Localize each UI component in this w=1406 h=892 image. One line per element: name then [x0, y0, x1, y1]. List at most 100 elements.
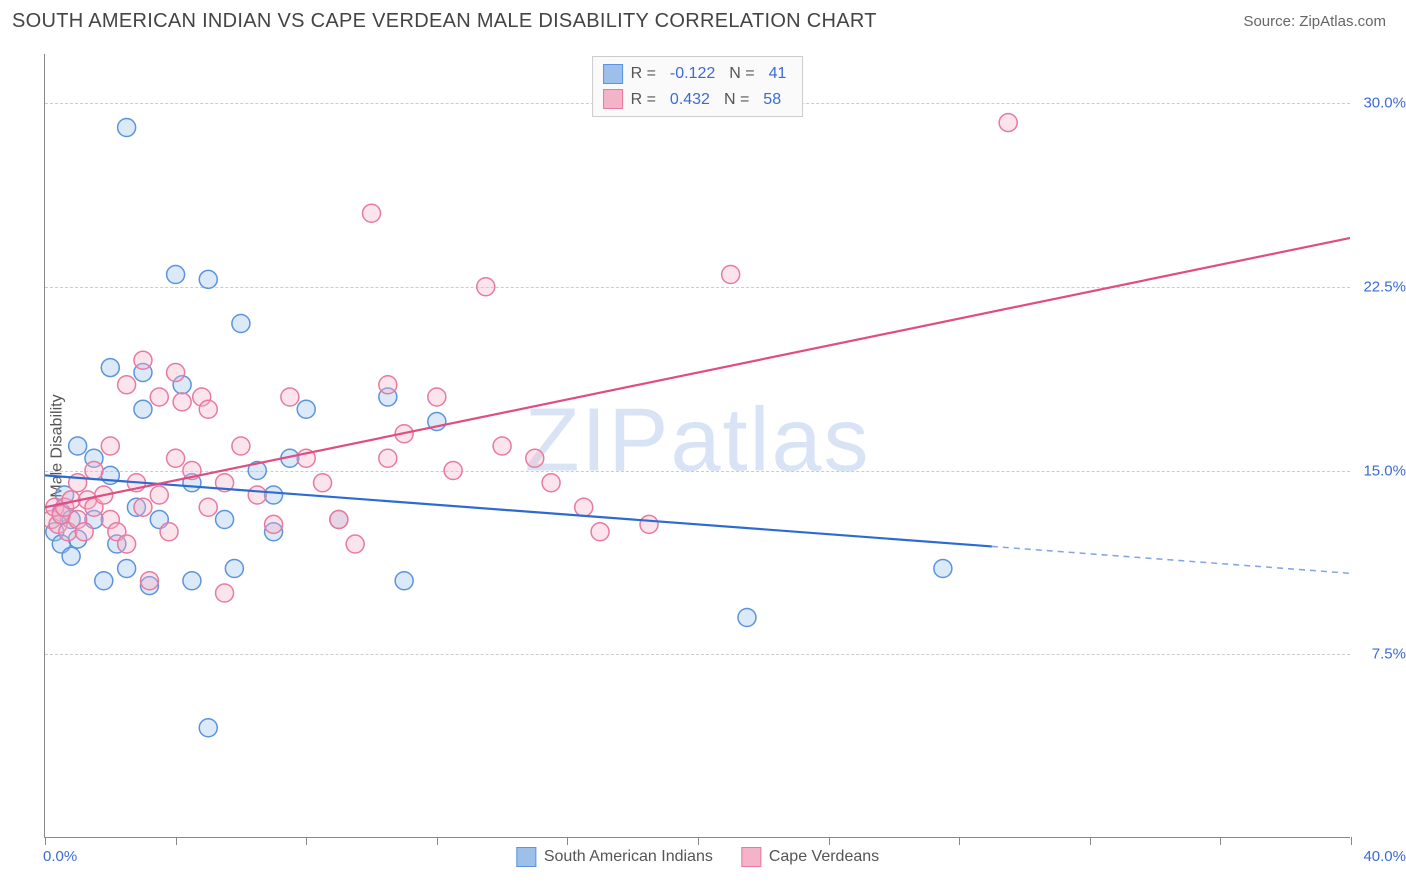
scatter-point — [134, 400, 152, 418]
scatter-point — [640, 515, 658, 533]
scatter-point — [428, 388, 446, 406]
x-tick — [45, 837, 46, 845]
scatter-point — [199, 719, 217, 737]
scatter-svg — [45, 54, 1350, 837]
chart-plot-area: ZIPatlas 7.5%15.0%22.5%30.0% 0.0% 40.0% … — [44, 54, 1350, 838]
scatter-point — [69, 437, 87, 455]
scatter-point — [95, 572, 113, 590]
scatter-point — [183, 572, 201, 590]
scatter-point — [738, 609, 756, 627]
x-tick — [437, 837, 438, 845]
legend-stats: R = -0.122 N = 41 R = 0.432 N = 58 — [592, 56, 804, 117]
y-tick-label: 22.5% — [1363, 278, 1406, 295]
x-tick — [1220, 837, 1221, 845]
legend-n-label: N = — [724, 87, 749, 113]
scatter-point — [542, 474, 560, 492]
scatter-point — [493, 437, 511, 455]
scatter-point — [477, 278, 495, 296]
legend-n-value-1: 41 — [769, 61, 787, 87]
x-tick — [176, 837, 177, 845]
legend-n-value-2: 58 — [763, 87, 781, 113]
scatter-point — [134, 351, 152, 369]
legend-swatch-series-1 — [603, 64, 623, 84]
x-tick — [959, 837, 960, 845]
x-tick — [567, 837, 568, 845]
scatter-point — [934, 560, 952, 578]
scatter-point — [265, 486, 283, 504]
scatter-point — [199, 498, 217, 516]
legend-n-label: N = — [729, 61, 754, 87]
scatter-point — [167, 266, 185, 284]
chart-header: SOUTH AMERICAN INDIAN VS CAPE VERDEAN MA… — [0, 0, 1406, 43]
legend-label-1: South American Indians — [544, 848, 713, 866]
scatter-point — [134, 498, 152, 516]
scatter-point — [526, 449, 544, 467]
legend-label-2: Cape Verdeans — [769, 848, 879, 866]
scatter-point — [330, 511, 348, 529]
scatter-point — [150, 486, 168, 504]
scatter-point — [199, 400, 217, 418]
scatter-point — [62, 547, 80, 565]
scatter-point — [118, 119, 136, 137]
scatter-point — [248, 486, 266, 504]
scatter-point — [395, 572, 413, 590]
x-axis-min-label: 0.0% — [43, 848, 77, 865]
x-tick — [829, 837, 830, 845]
legend-r-value-2: 0.432 — [670, 87, 710, 113]
legend-r-value-1: -0.122 — [670, 61, 715, 87]
scatter-point — [118, 535, 136, 553]
scatter-point — [85, 462, 103, 480]
scatter-point — [281, 388, 299, 406]
scatter-point — [118, 560, 136, 578]
regression-line — [45, 475, 992, 546]
y-tick-label: 30.0% — [1363, 95, 1406, 112]
scatter-point — [118, 376, 136, 394]
scatter-point — [140, 572, 158, 590]
scatter-point — [216, 511, 234, 529]
x-tick — [698, 837, 699, 845]
y-tick-label: 7.5% — [1372, 646, 1406, 663]
x-tick — [1090, 837, 1091, 845]
scatter-point — [216, 584, 234, 602]
chart-title: SOUTH AMERICAN INDIAN VS CAPE VERDEAN MA… — [12, 10, 877, 33]
legend-stats-row-2: R = 0.432 N = 58 — [603, 87, 793, 113]
legend-series: South American Indians Cape Verdeans — [516, 847, 879, 867]
scatter-point — [225, 560, 243, 578]
scatter-point — [101, 359, 119, 377]
scatter-point — [346, 535, 364, 553]
legend-r-label: R = — [631, 61, 656, 87]
legend-item-1: South American Indians — [516, 847, 713, 867]
legend-swatch-bottom-1 — [516, 847, 536, 867]
legend-swatch-series-2 — [603, 89, 623, 109]
scatter-point — [150, 388, 168, 406]
regression-line — [45, 238, 1350, 508]
scatter-point — [379, 449, 397, 467]
scatter-point — [232, 437, 250, 455]
legend-stats-row-1: R = -0.122 N = 41 — [603, 61, 793, 87]
scatter-point — [75, 523, 93, 541]
legend-r-label: R = — [631, 87, 656, 113]
y-tick-label: 15.0% — [1363, 462, 1406, 479]
scatter-point — [173, 393, 191, 411]
legend-swatch-bottom-2 — [741, 847, 761, 867]
legend-item-2: Cape Verdeans — [741, 847, 879, 867]
scatter-point — [999, 114, 1017, 132]
x-axis-max-label: 40.0% — [1363, 848, 1406, 865]
scatter-point — [444, 462, 462, 480]
scatter-point — [363, 204, 381, 222]
scatter-point — [591, 523, 609, 541]
scatter-point — [101, 437, 119, 455]
regression-line-extrapolated — [992, 546, 1350, 573]
x-tick — [306, 837, 307, 845]
scatter-point — [199, 270, 217, 288]
scatter-point — [160, 523, 178, 541]
chart-source: Source: ZipAtlas.com — [1243, 13, 1386, 30]
scatter-point — [232, 315, 250, 333]
scatter-point — [297, 400, 315, 418]
scatter-point — [167, 449, 185, 467]
x-tick — [1351, 837, 1352, 845]
scatter-point — [379, 376, 397, 394]
scatter-point — [722, 266, 740, 284]
scatter-point — [575, 498, 593, 516]
scatter-point — [265, 515, 283, 533]
